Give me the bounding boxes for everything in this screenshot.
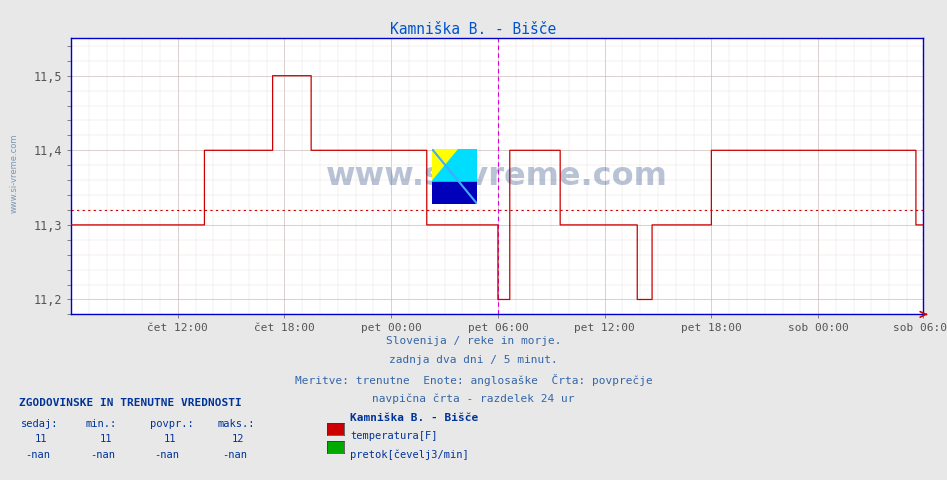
Text: Kamniška B. - Bišče: Kamniška B. - Bišče [390,22,557,36]
Text: min.:: min.: [85,419,116,429]
Text: ZGODOVINSKE IN TRENUTNE VREDNOSTI: ZGODOVINSKE IN TRENUTNE VREDNOSTI [19,398,241,408]
Text: www.si-vreme.com: www.si-vreme.com [326,161,669,192]
Text: 11: 11 [99,434,112,444]
Text: Kamniška B. - Bišče: Kamniška B. - Bišče [350,413,478,423]
Text: 12: 12 [232,434,244,444]
Text: 11: 11 [35,434,47,444]
Text: povpr.:: povpr.: [150,419,193,429]
Text: maks.:: maks.: [218,419,256,429]
Text: navpična črta - razdelek 24 ur: navpična črta - razdelek 24 ur [372,394,575,404]
Text: Meritve: trenutne  Enote: anglosaške  Črta: povprečje: Meritve: trenutne Enote: anglosaške Črta… [295,374,652,386]
Text: -nan: -nan [26,450,50,460]
Text: pretok[čevelj3/min]: pretok[čevelj3/min] [350,449,469,460]
Text: -nan: -nan [90,450,115,460]
Text: -nan: -nan [223,450,247,460]
Text: www.si-vreme.com: www.si-vreme.com [9,133,19,213]
Polygon shape [432,149,477,182]
Text: Slovenija / reke in morje.: Slovenija / reke in morje. [385,336,562,346]
Text: 11: 11 [164,434,176,444]
Text: sedaj:: sedaj: [21,419,59,429]
Text: -nan: -nan [154,450,179,460]
Text: zadnja dva dni / 5 minut.: zadnja dva dni / 5 minut. [389,355,558,365]
Polygon shape [432,149,459,182]
Text: temperatura[F]: temperatura[F] [350,431,438,441]
Polygon shape [432,182,477,204]
